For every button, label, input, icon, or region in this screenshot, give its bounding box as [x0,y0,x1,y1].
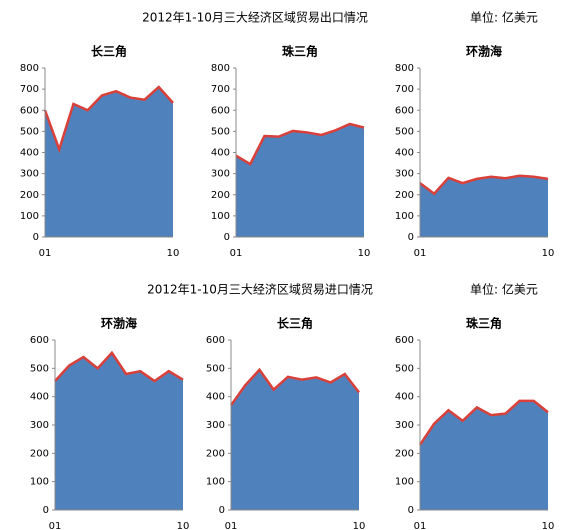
chart-title: 环渤海 [466,44,502,59]
section-title: 2012年1-10月三大经济区域贸易进口情况 [147,282,373,297]
y-tick-label: 600 [30,335,49,346]
area [236,123,364,237]
y-tick-label: 100 [395,477,414,488]
x-tick-label: 10 [542,521,555,530]
y-tick-label: 400 [211,148,230,159]
area [420,400,548,510]
area [45,87,173,237]
y-tick-label: 500 [20,126,39,137]
y-tick-label: 100 [30,477,49,488]
y-tick-label: 0 [224,232,230,243]
x-tick-label: 10 [358,248,371,259]
unit-label: 单位: 亿美元 [470,10,538,25]
y-tick-label: 0 [219,505,225,516]
x-tick-label: 01 [230,248,243,259]
line [419,174,549,196]
x-tick-label: 01 [414,521,427,530]
y-tick-label: 500 [211,126,230,137]
y-tick-label: 800 [211,63,230,74]
y-tick-label: 200 [30,448,49,459]
y-tick-label: 400 [206,392,225,403]
y-tick-label: 400 [20,148,39,159]
y-tick-label: 600 [395,105,414,116]
x-tick-label: 10 [542,248,555,259]
y-tick-label: 200 [395,448,414,459]
y-tick-label: 100 [206,477,225,488]
line [418,399,549,446]
x-tick-label: 10 [167,248,180,259]
y-tick-label: 800 [20,63,39,74]
y-tick-label: 600 [20,105,39,116]
y-tick-label: 700 [20,84,39,95]
chart-title: 环渤海 [101,316,137,331]
y-tick-label: 400 [30,392,49,403]
y-tick-label: 700 [211,84,230,95]
line [229,367,360,406]
x-tick-label: 01 [414,248,427,259]
chart-title: 长三角 [91,44,127,59]
y-tick-label: 300 [395,420,414,431]
line [235,122,365,166]
x-tick-label: 01 [49,521,62,530]
line [43,85,174,154]
x-tick-label: 01 [39,248,52,259]
chart-title: 长三角 [277,316,313,331]
section-title: 2012年1-10月三大经济区域贸易出口情况 [142,10,368,25]
y-tick-label: 600 [206,335,225,346]
y-tick-label: 200 [206,448,225,459]
y-tick-label: 0 [33,232,39,243]
y-tick-label: 400 [395,392,414,403]
x-tick-label: 01 [225,521,238,530]
y-tick-label: 0 [408,232,414,243]
y-tick-label: 600 [211,105,230,116]
y-tick-label: 200 [211,190,230,201]
y-tick-label: 200 [395,190,414,201]
y-tick-label: 300 [20,169,39,180]
unit-label: 单位: 亿美元 [470,282,538,297]
y-tick-label: 500 [30,363,49,374]
y-tick-label: 0 [408,505,414,516]
y-tick-label: 500 [395,126,414,137]
y-tick-label: 500 [395,363,414,374]
chart-title: 珠三角 [466,316,502,331]
y-tick-label: 600 [395,335,414,346]
x-tick-label: 10 [353,521,366,530]
y-tick-label: 700 [395,84,414,95]
x-tick-label: 10 [177,521,190,530]
chart-title: 珠三角 [282,44,318,59]
y-tick-label: 800 [395,63,414,74]
y-tick-label: 400 [395,148,414,159]
area [420,175,548,237]
y-tick-label: 200 [20,190,39,201]
area [231,369,359,510]
y-tick-label: 100 [20,211,39,222]
y-tick-label: 300 [206,420,225,431]
y-tick-label: 100 [211,211,230,222]
y-tick-label: 300 [395,169,414,180]
y-tick-label: 300 [30,420,49,431]
area [55,352,183,510]
line [54,350,184,383]
y-tick-label: 0 [43,505,49,516]
y-tick-label: 100 [395,211,414,222]
y-tick-label: 300 [211,169,230,180]
y-tick-label: 500 [206,363,225,374]
